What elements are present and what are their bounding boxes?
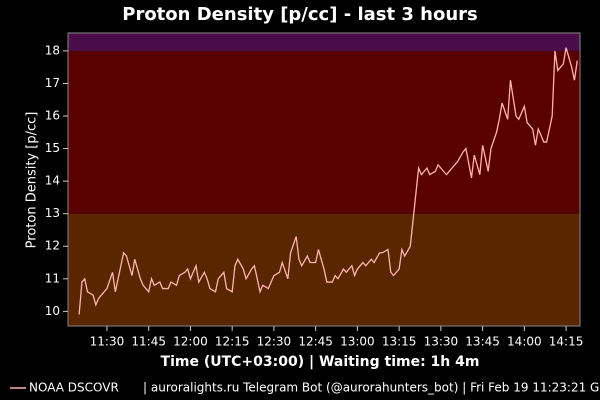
y-tick-label: 15	[45, 141, 60, 155]
y-axis-label: Proton Density [p/cc]	[25, 112, 40, 249]
x-tick-label: 12:30	[257, 335, 292, 349]
x-tick-label: 12:00	[173, 335, 208, 349]
x-tick-label: 13:15	[382, 335, 417, 349]
y-tick-label: 12	[45, 239, 60, 253]
legend-label: NOAA DSCOVR	[29, 381, 119, 395]
y-tick-label: 16	[45, 109, 60, 123]
x-tick-label: 11:45	[131, 335, 166, 349]
y-tick-label: 17	[45, 76, 60, 90]
x-tick-label: 12:15	[215, 335, 250, 349]
x-tick-label: 14:15	[549, 335, 584, 349]
x-tick-label: 13:00	[340, 335, 375, 349]
plot-border	[67, 32, 581, 327]
x-tick-label: 13:45	[465, 335, 500, 349]
y-tick-label: 13	[45, 206, 60, 220]
y-tick-label: 14	[45, 174, 60, 188]
x-tick-label: 13:30	[424, 335, 459, 349]
y-tick-label: 10	[45, 304, 60, 318]
data-line	[78, 47, 578, 315]
x-tick-label: 14:00	[507, 335, 542, 349]
x-axis-label: Time (UTC+03:00) | Waiting time: 1h 4m	[161, 354, 480, 370]
chart-title: Proton Density [p/cc] - last 3 hours	[122, 4, 477, 25]
x-tick-label: 11:30	[90, 335, 125, 349]
threshold-band	[68, 33, 580, 51]
threshold-band	[68, 50, 580, 214]
plot-area	[67, 32, 581, 327]
footer: | auroralights.ru Telegram Bot (@aurorah…	[143, 381, 600, 395]
x-tick-label: 12:45	[298, 335, 333, 349]
y-tick-label: 18	[45, 43, 60, 57]
y-tick-label: 11	[45, 271, 60, 285]
